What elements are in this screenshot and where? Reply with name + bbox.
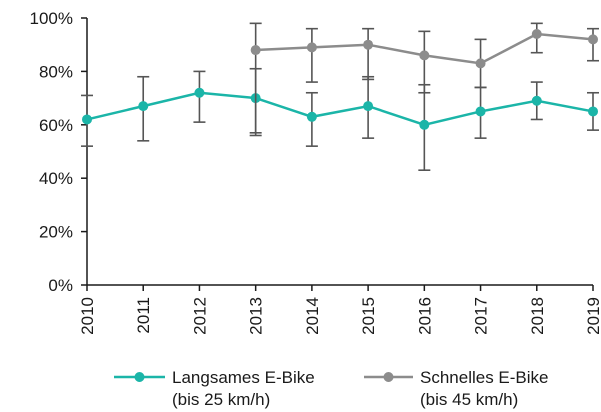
- y-tick-label: 60%: [39, 116, 73, 135]
- y-tick-label: 80%: [39, 62, 73, 81]
- y-tick-label: 100%: [30, 9, 73, 28]
- x-tick-label: 2016: [415, 297, 434, 335]
- data-point: [531, 29, 542, 40]
- y-tick-label: 0%: [48, 276, 73, 295]
- x-tick-label: 2019: [584, 297, 601, 335]
- legend-marker: [134, 372, 145, 382]
- legend-label-line2: (bis 45 km/h): [420, 390, 518, 409]
- data-point: [531, 95, 542, 106]
- data-point: [588, 34, 598, 45]
- y-tick-label: 20%: [39, 223, 73, 242]
- data-point: [82, 114, 92, 125]
- data-point: [475, 106, 486, 117]
- x-tick-label: 2018: [528, 297, 547, 335]
- x-tick-label: 2015: [359, 297, 378, 335]
- data-point: [363, 39, 374, 50]
- data-point: [475, 58, 486, 69]
- data-point: [306, 42, 317, 53]
- x-tick-label: 2017: [472, 297, 491, 335]
- x-tick-label: 2012: [190, 297, 209, 335]
- legend-item-2: Schnelles E-Bike (bis 45 km/h): [364, 368, 549, 409]
- y-tick-label: 40%: [39, 169, 73, 188]
- legend-item-1: Langsames E-Bike (bis 25 km/h): [114, 368, 315, 409]
- data-point: [419, 119, 430, 130]
- error-bar: [249, 22, 262, 137]
- x-tick-label: 2014: [303, 297, 322, 335]
- data-point: [588, 106, 598, 117]
- legend-label: Schnelles E-Bike: [420, 368, 549, 387]
- data-point: [250, 45, 261, 56]
- data-point: [306, 111, 317, 122]
- data-point: [194, 87, 205, 98]
- error-bar: [418, 30, 431, 94]
- legend: Langsames E-Bike (bis 25 km/h) Schnelles E…: [114, 368, 549, 409]
- legend-marker: [383, 372, 394, 382]
- legend-label: Langsames E-Bike: [172, 368, 315, 387]
- series-2: [249, 22, 599, 137]
- data-point: [138, 101, 149, 112]
- error-bar: [587, 27, 599, 62]
- legend-label-line2: (bis 25 km/h): [172, 390, 270, 409]
- x-tick-label: 2011: [134, 297, 153, 334]
- data-point: [363, 101, 374, 112]
- error-bar: [362, 27, 375, 81]
- x-tick-label: 2013: [247, 297, 266, 335]
- series-line: [86, 91, 594, 127]
- series-1: [81, 67, 599, 171]
- plot-area: 0% 20% 40% 60% 80% 100% 2010 2011 2012 2013 2014 20…: [30, 9, 601, 335]
- error-bar: [305, 27, 318, 83]
- data-point: [419, 50, 430, 61]
- x-tick-label: 2010: [78, 297, 97, 335]
